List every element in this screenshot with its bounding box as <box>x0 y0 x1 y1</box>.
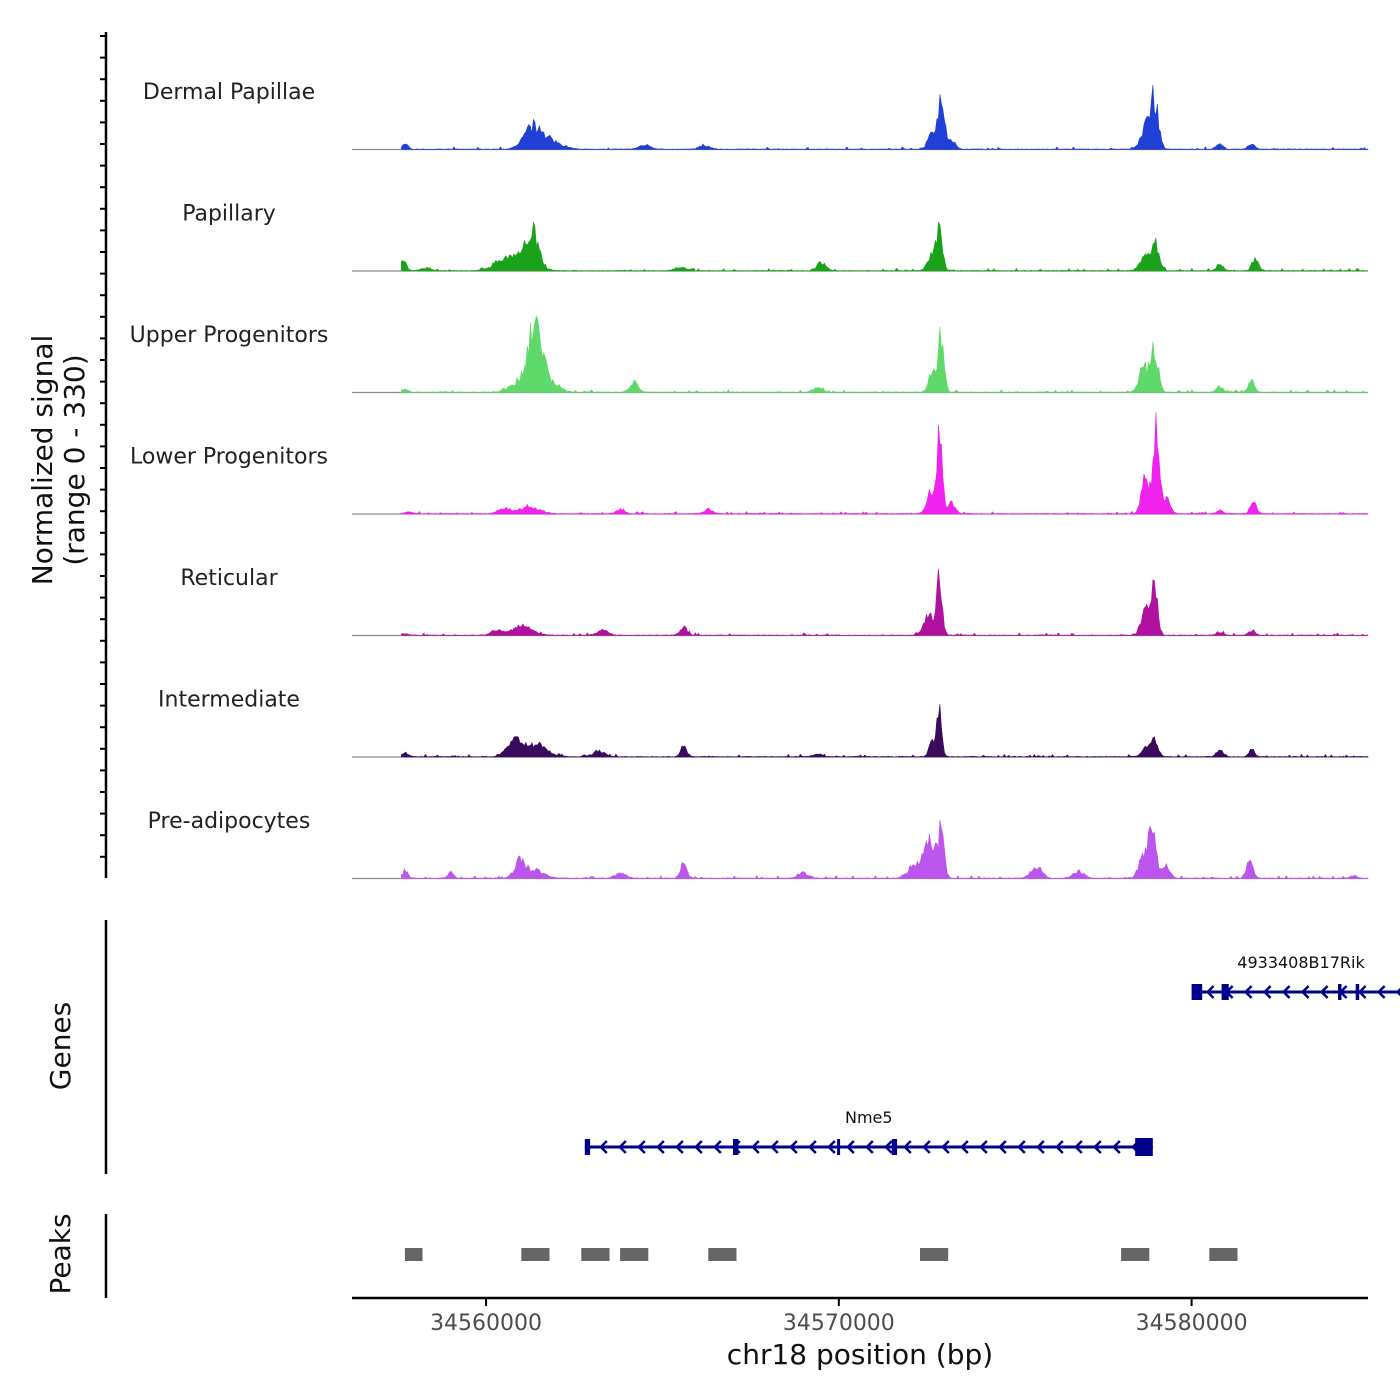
signal-track: Papillary <box>182 202 1369 272</box>
x-tick-label: 34580000 <box>1136 1311 1248 1336</box>
gene-exon <box>1221 984 1229 1000</box>
strand-arrow <box>656 1140 665 1154</box>
signal-area <box>401 704 1369 758</box>
strand-arrow <box>675 1140 684 1154</box>
strand-arrow <box>1243 985 1253 999</box>
y-axis-title-line1: Normalized signal <box>26 335 59 586</box>
peak-region <box>1121 1248 1150 1261</box>
gene-track: 4933408B17Rik Nme5 <box>584 953 1400 1156</box>
signal-y-axis-ticks <box>100 35 106 858</box>
strand-arrow <box>903 1140 912 1154</box>
signal-area <box>401 568 1369 636</box>
strand-arrow <box>998 1140 1007 1154</box>
strand-arrow <box>1376 985 1386 999</box>
strand-arrow <box>713 1140 722 1154</box>
peak-region <box>708 1248 737 1261</box>
signal-area <box>401 84 1369 150</box>
signal-area <box>401 820 1369 879</box>
strand-arrow <box>1205 985 1215 999</box>
signal-track: Reticular <box>180 566 1369 637</box>
strand-arrow <box>1262 985 1272 999</box>
gene-exon <box>1338 984 1342 1000</box>
peak-region <box>404 1248 423 1261</box>
gene-exon <box>1135 1138 1153 1156</box>
strand-arrow <box>922 1140 931 1154</box>
track-label: Intermediate <box>158 688 300 713</box>
track-label: Pre-adipocytes <box>148 809 311 834</box>
gene-exon <box>891 1139 898 1155</box>
strand-arrow <box>827 1140 836 1154</box>
strand-arrow <box>808 1140 817 1154</box>
gene-exon <box>584 1139 591 1155</box>
strand-arrow <box>770 1140 779 1154</box>
gene-label: Nme5 <box>845 1108 893 1127</box>
signal-track: Upper Progenitors <box>130 315 1369 394</box>
strand-arrow <box>789 1140 798 1154</box>
strand-arrow <box>599 1140 608 1154</box>
strand-arrow <box>941 1140 950 1154</box>
signal-area <box>401 221 1369 272</box>
gene-model: 4933408B17Rik <box>1191 953 1400 1000</box>
strand-arrow <box>694 1140 703 1154</box>
peak-region <box>920 1248 949 1261</box>
gene-model: Nme5 <box>584 1108 1153 1156</box>
strand-arrow <box>1055 1140 1064 1154</box>
strand-arrow <box>1281 985 1291 999</box>
peak-region <box>620 1248 649 1261</box>
peak-track <box>404 1248 1238 1261</box>
track-label: Dermal Papillae <box>143 80 315 105</box>
signal-tracks: Dermal Papillae Papillary Upper Progenitor… <box>130 80 1369 880</box>
peaks-panel-title: Peaks <box>44 1213 77 1294</box>
strand-arrow <box>1300 985 1310 999</box>
strand-arrow <box>1036 1140 1045 1154</box>
x-tick-label: 34570000 <box>783 1311 895 1336</box>
strand-arrow <box>1395 987 1400 997</box>
x-axis-ticks: 34560000 34570000 34580000 <box>430 1298 1248 1336</box>
gene-exon <box>1355 984 1360 1000</box>
strand-arrow <box>1319 985 1329 999</box>
signal-area <box>401 315 1369 393</box>
signal-track: Pre-adipocytes <box>148 809 1369 880</box>
signal-track: Lower Progenitors <box>130 412 1369 515</box>
x-tick-label: 34560000 <box>430 1311 542 1336</box>
strand-arrow <box>1017 1140 1026 1154</box>
track-label: Lower Progenitors <box>130 445 328 470</box>
track-label: Upper Progenitors <box>130 323 329 348</box>
strand-arrow <box>846 1140 855 1154</box>
y-axis-title-line2: (range 0 - 330) <box>58 354 91 565</box>
strand-arrow <box>1093 1140 1102 1154</box>
signal-track: Dermal Papillae <box>143 80 1369 151</box>
gene-exon <box>733 1139 739 1155</box>
peak-region <box>581 1248 610 1261</box>
strand-arrow <box>1112 1140 1121 1154</box>
strand-arrow <box>1074 1140 1083 1154</box>
genes-panel-title: Genes <box>44 1002 77 1090</box>
strand-arrow <box>1357 985 1367 999</box>
gene-exon <box>837 1139 841 1155</box>
strand-arrow <box>618 1140 627 1154</box>
strand-arrow <box>751 1140 760 1154</box>
strand-arrow <box>884 1140 893 1154</box>
track-label: Reticular <box>180 566 278 591</box>
signal-area <box>401 412 1369 515</box>
strand-arrow <box>865 1140 874 1154</box>
peak-region <box>1209 1248 1238 1261</box>
strand-arrow <box>637 1140 646 1154</box>
signal-track: Intermediate <box>158 688 1369 758</box>
strand-arrow <box>979 1140 988 1154</box>
strand-arrow <box>960 1140 969 1154</box>
peak-region <box>521 1248 550 1261</box>
gene-exon <box>1191 984 1203 1000</box>
gene-label: 4933408B17Rik <box>1237 953 1365 972</box>
track-label: Papillary <box>182 202 276 227</box>
x-axis-title: chr18 position (bp) <box>727 1338 993 1371</box>
